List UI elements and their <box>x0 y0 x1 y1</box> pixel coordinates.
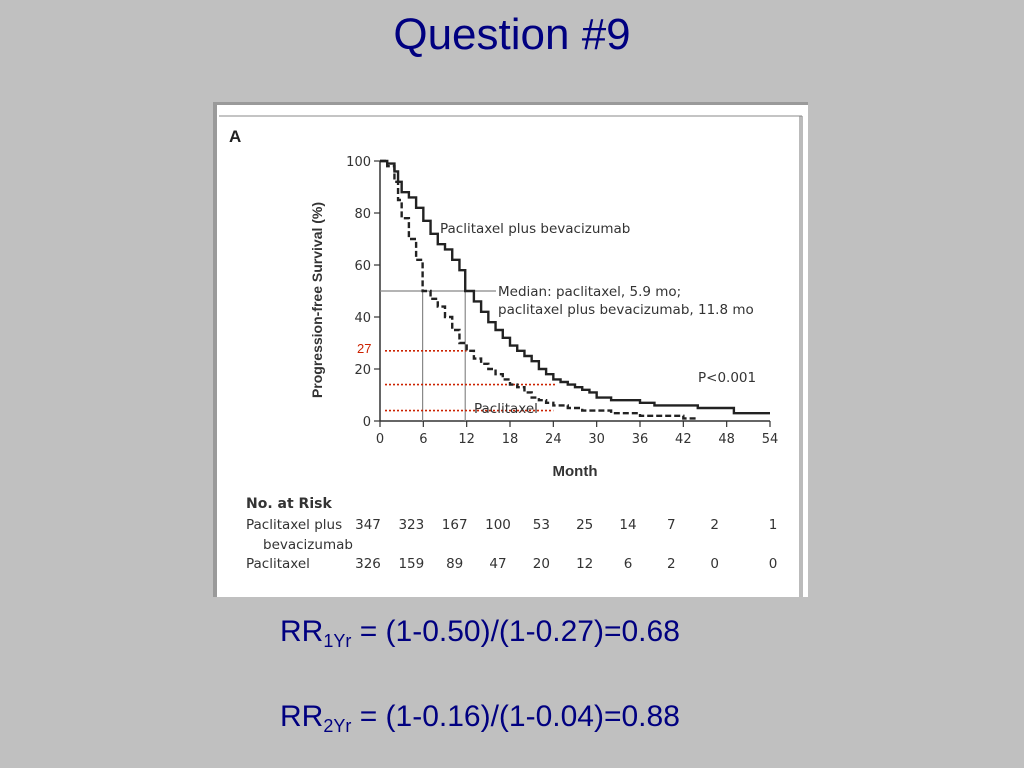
risk-value-row2: 20 <box>533 556 550 572</box>
risk-value-row1: 100 <box>485 517 511 533</box>
median-annotation-line2: paclitaxel plus bevacizumab, 11.8 mo <box>498 302 754 318</box>
marker-27-label: 27 <box>357 341 371 356</box>
x-tick-label: 30 <box>588 432 605 447</box>
x-tick-label: 42 <box>675 432 692 447</box>
axes: 0 20 40 60 80 100 0 6 12 18 24 30 36 42 48 54 <box>346 155 778 447</box>
risk-value-row1: 14 <box>619 517 636 533</box>
figure-frame-top <box>213 102 808 105</box>
survival-curves <box>380 159 770 420</box>
risk-value-row2: 89 <box>446 556 463 572</box>
curve-label-paclitaxel: Paclitaxel <box>474 401 538 417</box>
risk-value-row2: 326 <box>355 556 381 572</box>
x-tick-label: 0 <box>376 432 384 447</box>
risk-value-row2: 6 <box>624 556 633 572</box>
y-tick-label: 0 <box>363 415 371 430</box>
median-annotation-line1: Median: paclitaxel, 5.9 mo; <box>498 284 681 300</box>
x-tick-label: 36 <box>632 432 649 447</box>
risk-value-row2: 0 <box>769 556 778 572</box>
risk-row1-label-cont: bevacizumab <box>263 537 353 553</box>
y-tick-label: 20 <box>354 363 371 378</box>
km-figure-panel: A 0 20 40 60 80 100 0 6 12 18 24 30 36 42 48 54 Progres… <box>213 102 808 597</box>
risk-value-row2: 0 <box>710 556 719 572</box>
risk-value-row2: 159 <box>398 556 424 572</box>
x-tick-label: 54 <box>762 432 779 447</box>
equation-rr-1yr: RR1Yr = (1-0.50)/(1-0.27)=0.68 <box>280 615 880 652</box>
y-axis-label: Progression-free Survival (%) <box>309 202 325 398</box>
slide-title: Question #9 <box>393 10 631 59</box>
y-tick-label: 60 <box>354 259 371 274</box>
curve-paclitaxel <box>380 159 698 420</box>
y-tick-label: 40 <box>354 311 371 326</box>
x-tick-label: 24 <box>545 432 562 447</box>
risk-value-row1: 323 <box>398 517 424 533</box>
eq1-rhs: = (1-0.50)/(1-0.27)=0.68 <box>351 615 680 648</box>
risk-value-row1: 2 <box>710 517 719 533</box>
p-value: P<0.001 <box>698 370 756 386</box>
x-axis-label: Month <box>553 463 598 480</box>
risk-value-row1: 25 <box>576 517 593 533</box>
risk-value-row2: 2 <box>667 556 676 572</box>
risk-value-row1: 7 <box>667 517 676 533</box>
x-tick-label: 18 <box>502 432 519 447</box>
risk-row1-label: Paclitaxel plus <box>246 517 342 533</box>
risk-table-header: No. at Risk <box>246 496 332 512</box>
figure-frame-right <box>799 116 803 597</box>
risk-value-row1: 167 <box>442 517 468 533</box>
eq2-rhs: = (1-0.16)/(1-0.04)=0.88 <box>351 700 680 733</box>
risk-value-row1: 53 <box>533 517 550 533</box>
eq1-sub: 1Yr <box>323 631 352 651</box>
curve-label-combo: Paclitaxel plus bevacizumab <box>440 221 630 237</box>
risk-row2-label: Paclitaxel <box>246 556 310 572</box>
figure-frame-left <box>213 102 217 597</box>
risk-value-row1: 1 <box>769 517 778 533</box>
y-tick-label: 100 <box>346 155 371 170</box>
equation-rr-2yr: RR2Yr = (1-0.16)/(1-0.04)=0.88 <box>280 700 880 737</box>
risk-value-row2: 12 <box>576 556 593 572</box>
eq2-lhs: RR <box>280 700 324 733</box>
curve-paclitaxel-bevacizumab <box>380 159 770 415</box>
panel-label: A <box>229 127 241 146</box>
risk-value-row2: 47 <box>489 556 506 572</box>
x-tick-label: 6 <box>419 432 427 447</box>
guide-lines <box>380 290 557 421</box>
x-tick-label: 12 <box>458 432 475 447</box>
eq2-sub: 2Yr <box>323 716 352 736</box>
risk-value-row1: 347 <box>355 517 381 533</box>
x-tick-label: 48 <box>718 432 735 447</box>
eq1-lhs: RR <box>280 615 324 648</box>
y-tick-label: 80 <box>354 207 371 222</box>
